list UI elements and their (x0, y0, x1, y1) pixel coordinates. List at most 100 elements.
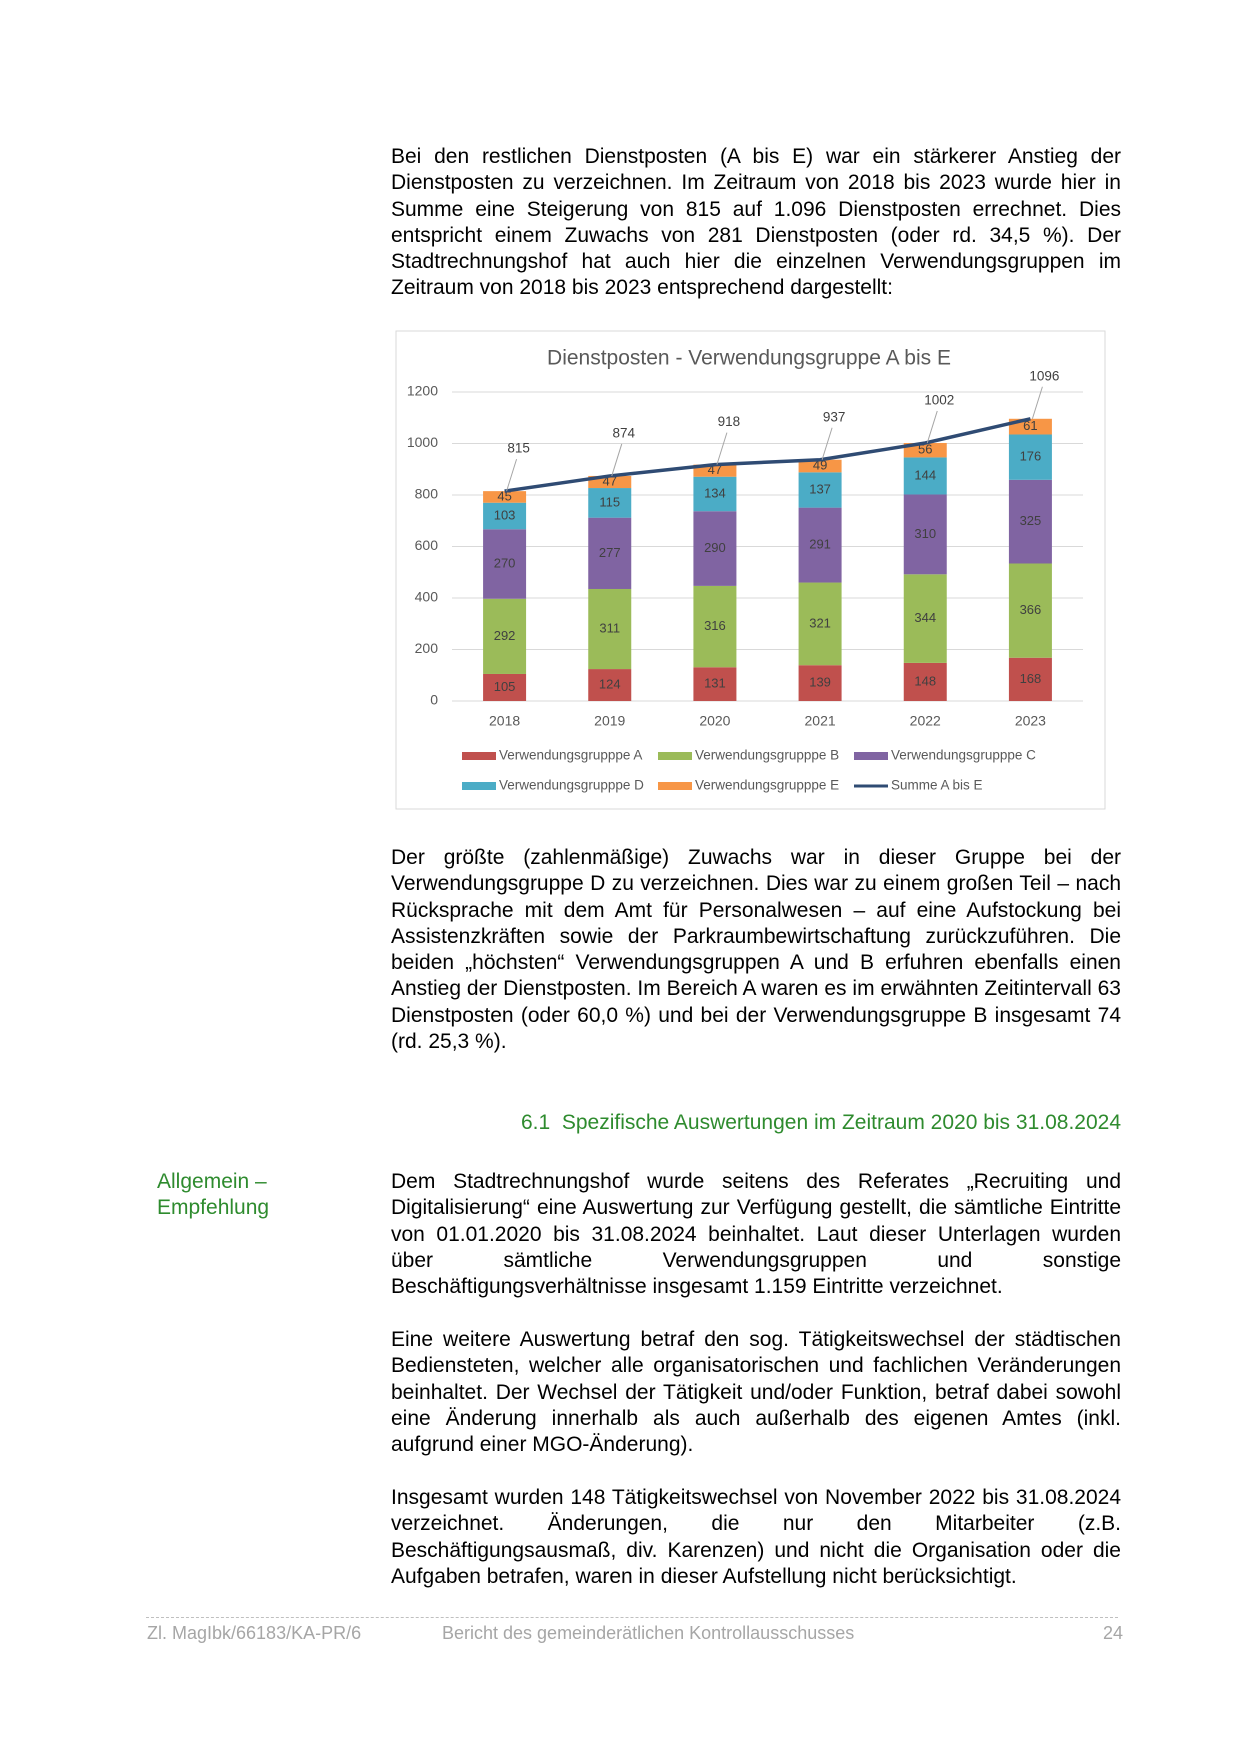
bar-segment (483, 491, 527, 503)
paragraph: Dem Stadtrechnungshof wurde seitens des … (391, 1170, 1121, 1299)
bar-segment (903, 442, 947, 458)
data-label: 874 (612, 426, 635, 441)
bar-segment (588, 517, 632, 589)
data-label: 148 (914, 673, 936, 688)
paragraph: Bei den restlichen Dienstposten (A bis E… (391, 145, 1121, 300)
paragraph: Eine weitere Auswertung betraf den sog. … (391, 1328, 1121, 1457)
data-label: 291 (809, 537, 831, 552)
data-label: 270 (494, 555, 516, 570)
y-tick-label: 1000 (407, 434, 438, 450)
data-label: 310 (914, 526, 936, 541)
leader-line (1031, 386, 1043, 419)
bar-segment (1008, 479, 1052, 564)
bar-segment (798, 459, 842, 473)
data-label: 1002 (924, 393, 954, 408)
data-label: 105 (494, 679, 516, 694)
bar-segment (483, 502, 527, 530)
bar-segment (798, 472, 842, 508)
data-label: 176 (1020, 449, 1042, 464)
data-label: 1096 (1029, 368, 1059, 383)
data-label: 139 (809, 675, 831, 690)
data-label: 103 (494, 507, 516, 522)
bar-segment (903, 574, 947, 663)
bar-segment (798, 582, 842, 666)
footer-reference: Zl. MagIbk/66183/KA-PR/6 (147, 1623, 362, 1643)
leader-line (506, 458, 518, 492)
data-label: 316 (704, 618, 726, 633)
legend-label: Verwendungsgrupppe E (695, 778, 839, 793)
legend-label: Verwendungsgrupppe C (891, 748, 1036, 763)
data-label: 168 (1020, 671, 1042, 686)
bar-segment (1008, 434, 1052, 480)
bar-segment (903, 662, 947, 701)
chart-title: Dienstposten - Verwendungsgruppe A bis E (547, 347, 951, 370)
leader-line (926, 410, 938, 444)
data-label: 325 (1020, 513, 1042, 528)
bar-segment (693, 476, 737, 512)
section-number: 6.1 (520, 1111, 551, 1134)
bar-segment (693, 511, 737, 586)
bar-segment (798, 507, 842, 583)
data-label: 277 (599, 545, 621, 560)
data-label: 937 (823, 409, 846, 424)
data-label: 311 (599, 620, 620, 635)
bar-segment (903, 494, 947, 575)
y-tick-label: 600 (415, 537, 439, 553)
legend-swatch (462, 782, 496, 790)
data-label: 290 (704, 540, 726, 555)
section-title: Spezifische Auswertungen im Zeitraum 202… (561, 1111, 1121, 1134)
x-tick-label: 2021 (805, 713, 836, 729)
bar-segment (1008, 657, 1052, 701)
bar-segment (903, 457, 947, 495)
data-label: 321 (809, 615, 831, 630)
y-tick-label: 800 (415, 486, 439, 502)
bar-segment (588, 588, 632, 670)
data-label: 115 (599, 494, 620, 509)
footer-rule (146, 1617, 1118, 1618)
bar-segment (693, 464, 737, 477)
bar-segment (483, 673, 527, 701)
legend-swatch (658, 782, 692, 790)
y-tick-label: 0 (430, 692, 438, 708)
x-tick-label: 2023 (1015, 713, 1046, 729)
legend-swatch (658, 752, 692, 760)
data-label: 815 (507, 441, 530, 456)
legend-swatch (854, 752, 888, 760)
x-tick-label: 2022 (910, 713, 941, 729)
bar-segment (588, 669, 632, 701)
data-label: 124 (599, 676, 621, 691)
bar-segment (483, 598, 527, 674)
data-label: 134 (704, 485, 726, 500)
data-label: 61 (1023, 418, 1037, 433)
section-heading: 6.1 Spezifische Auswertungen im Zeitraum… (391, 1110, 1121, 1136)
x-tick-label: 2018 (489, 713, 520, 729)
bar-segment (483, 529, 527, 599)
chart: Dienstposten - Verwendungsgruppe A bis E… (395, 330, 1106, 810)
legend-label: Summe A bis E (891, 778, 983, 793)
bar-segment (693, 585, 737, 668)
data-label: 344 (914, 610, 936, 625)
data-label: 366 (1020, 602, 1042, 617)
data-label: 131 (704, 676, 726, 691)
sum-line (504, 417, 1031, 493)
paragraph: Insgesamt wurden 148 Tätigkeitswechsel v… (391, 1486, 1121, 1588)
data-label: 292 (494, 628, 516, 643)
bar-segment (1008, 563, 1052, 658)
y-tick-label: 1200 (407, 383, 438, 399)
legend-label: Verwendungsgrupppe A (499, 748, 642, 763)
footer-title: Bericht des gemeinderätlichen Kontrollau… (442, 1623, 855, 1643)
x-tick-label: 2019 (594, 713, 625, 729)
data-label: 137 (809, 481, 831, 496)
data-label: 144 (914, 467, 936, 482)
y-tick-label: 400 (415, 589, 439, 605)
margin-note: Allgemein – Empfehlung (157, 1170, 270, 1220)
legend-swatch (462, 752, 496, 760)
leader-line (611, 443, 623, 477)
y-tick-label: 200 (415, 640, 439, 656)
legend-label: Verwendungsgrupppe B (695, 748, 839, 763)
bar-segment (693, 667, 737, 701)
leader-line (716, 432, 728, 465)
bar-segment (588, 488, 632, 518)
